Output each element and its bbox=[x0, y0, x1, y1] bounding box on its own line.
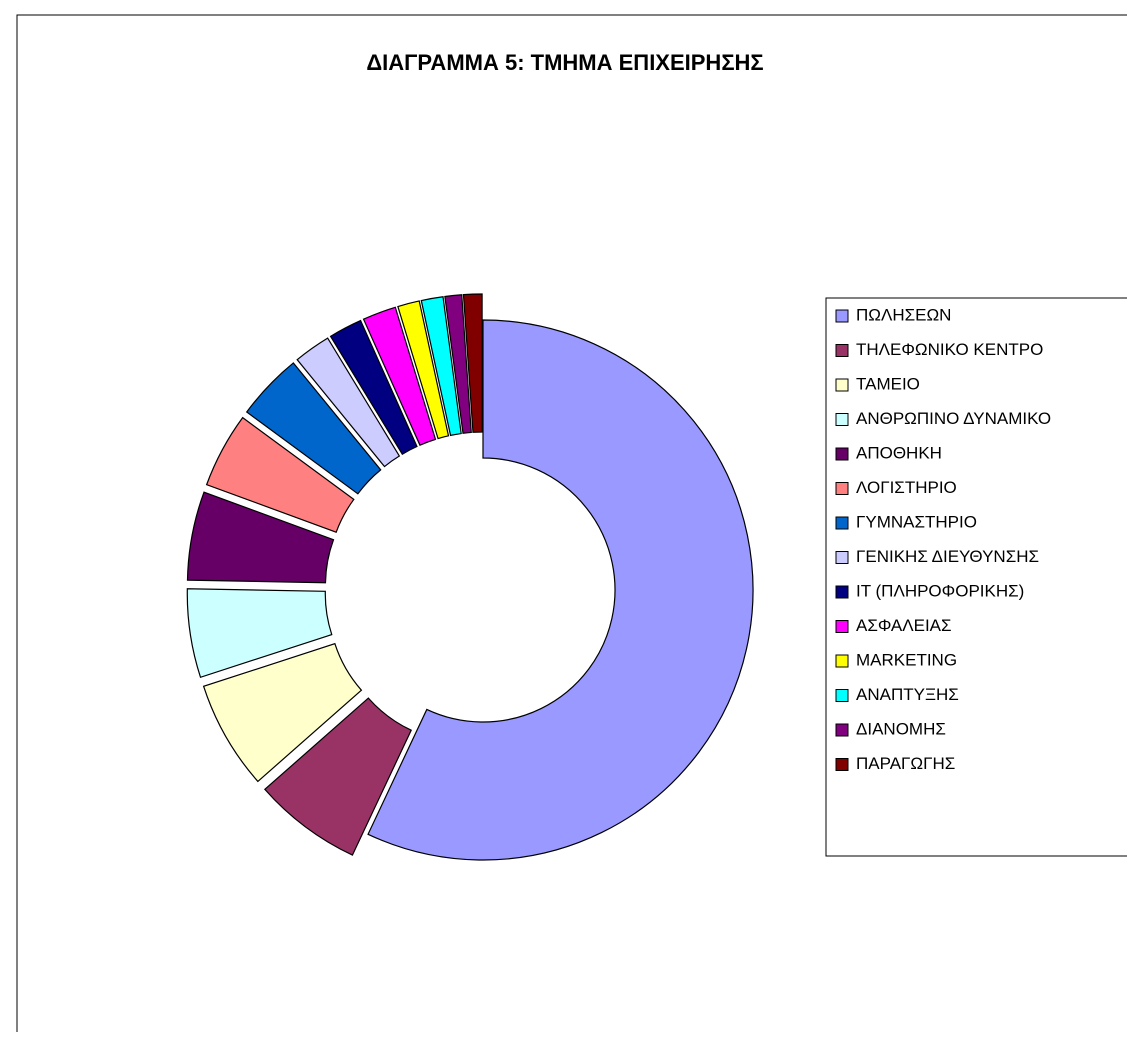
legend-label: ΠΩΛΗΣΕΩΝ bbox=[856, 305, 951, 324]
doughnut-slice bbox=[296, 337, 401, 468]
doughnut-slice bbox=[186, 491, 335, 584]
doughnut-slice bbox=[264, 697, 412, 856]
legend-swatch bbox=[835, 620, 849, 633]
doughnut-slice bbox=[444, 294, 472, 434]
legend-label: ΠΑΡΑΓΩΓΗΣ bbox=[856, 754, 955, 773]
doughnut-slice bbox=[329, 319, 418, 456]
legend-label: ΛΟΓΙΣΤΗΡΙΟ bbox=[856, 478, 957, 497]
legend-swatch bbox=[835, 654, 849, 668]
doughnut-slice bbox=[367, 319, 754, 861]
legend-swatch bbox=[835, 344, 849, 357]
legend-label: ΑΠΟΘΗΚΗ bbox=[856, 443, 942, 462]
legend-swatch bbox=[835, 413, 849, 426]
legend-swatch bbox=[835, 723, 849, 737]
legend-box bbox=[825, 297, 1127, 857]
doughnut-slice bbox=[397, 300, 450, 440]
legend-swatch bbox=[835, 551, 849, 564]
chart-title: ΔΙΑΓΡΑΜΜΑ 5: ΤΜΗΜΑ ΕΠΙΧΕΙΡΗΣΗΣ bbox=[366, 50, 763, 75]
legend-label: ΓΕΝΙΚΗΣ ΔΙΕΥΘΥΝΣΗΣ bbox=[856, 547, 1039, 566]
doughnut-slice bbox=[186, 588, 333, 679]
legend-label: ΔΙΑΝΟΜΗΣ bbox=[856, 719, 946, 738]
legend-label: ΑΣΦΑΛΕΙΑΣ bbox=[856, 616, 952, 635]
doughnut-slice bbox=[205, 416, 355, 533]
legend-swatch bbox=[835, 447, 849, 461]
legend-swatch bbox=[835, 482, 849, 495]
legend-swatch bbox=[835, 689, 849, 702]
legend-label: ΓΥΜΝΑΣΤΗΡΙΟ bbox=[856, 512, 977, 531]
legend-swatch bbox=[835, 378, 849, 392]
legend-swatch bbox=[835, 585, 849, 599]
legend-label: ΤΗΛΕΦΩΝΙΚΟ ΚΕΝΤΡΟ bbox=[856, 340, 1043, 359]
legend-label: IT (ΠΛΗΡΟΦΟΡΙΚΗΣ) bbox=[856, 581, 1024, 600]
doughnut-slice bbox=[462, 293, 483, 433]
doughnut-slice bbox=[202, 642, 363, 783]
doughnut-slice bbox=[420, 296, 462, 437]
legend-label: ΤΑΜΕΙΟ bbox=[856, 374, 920, 393]
legend-swatch bbox=[835, 309, 849, 323]
doughnut-slice bbox=[362, 306, 437, 446]
legend-label: ΑΝΑΠΤΥΞΗΣ bbox=[856, 685, 959, 704]
legend-label: ΑΝΘΡΩΠΙΝΟ ΔΥΝΑΜΙΚΟ bbox=[856, 409, 1051, 428]
legend-label: MARKETING bbox=[856, 650, 957, 669]
doughnut-slice bbox=[245, 362, 382, 495]
legend-swatch bbox=[835, 516, 849, 530]
legend-swatch bbox=[835, 758, 849, 771]
